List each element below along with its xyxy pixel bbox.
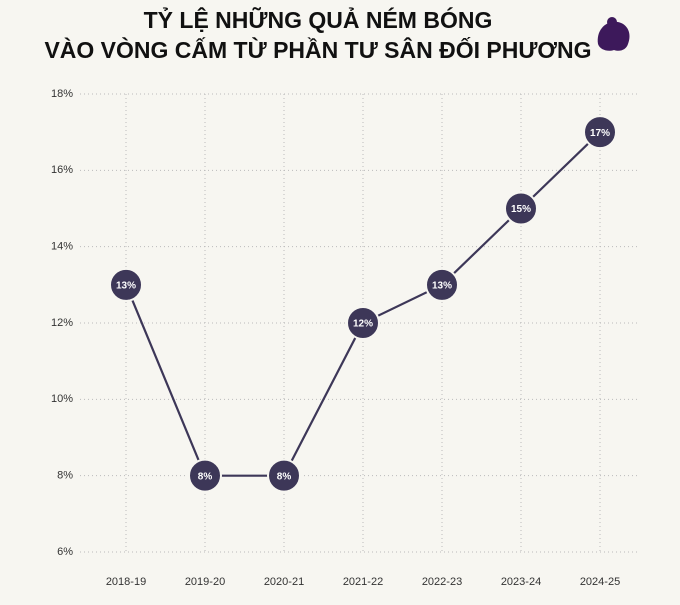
x-tick-label: 2020-21 xyxy=(264,576,304,588)
point xyxy=(267,458,301,493)
y-tick-label: 16% xyxy=(51,164,73,176)
chart-title: VÀO VÒNG CẤM TỪ PHẦN TƯ SÂN ĐỐI PHƯƠNG xyxy=(44,36,591,63)
y-tick-label: 8% xyxy=(57,470,73,482)
y-tick-label: 10% xyxy=(51,393,73,405)
point xyxy=(504,191,538,226)
x-tick-label: 2019-20 xyxy=(185,576,225,588)
value-label: 12% xyxy=(353,319,373,330)
point xyxy=(425,267,459,302)
x-tick-label: 2023-24 xyxy=(501,576,541,588)
value-label: 8% xyxy=(277,471,292,482)
point xyxy=(109,267,143,302)
logo-shape xyxy=(597,21,630,51)
value-label: 13% xyxy=(116,280,136,291)
y-tick-label: 12% xyxy=(51,317,73,329)
logo xyxy=(597,17,630,51)
x-tick-label: 2018-19 xyxy=(106,576,146,588)
value-label: 8% xyxy=(198,471,213,482)
y-tick-label: 18% xyxy=(51,88,73,100)
x-tick-label: 2024-25 xyxy=(580,576,620,588)
x-tick-label: 2021-22 xyxy=(343,576,383,588)
value-label: 17% xyxy=(590,128,610,139)
y-tick-label: 14% xyxy=(51,241,73,253)
value-label: 15% xyxy=(511,204,531,215)
logo-crown xyxy=(607,17,617,27)
x-tick-label: 2022-23 xyxy=(422,576,462,588)
point xyxy=(346,306,380,340)
chart-title: TỶ LỆ NHỮNG QUẢ NÉM BÓNG xyxy=(144,5,493,33)
y-tick-label: 6% xyxy=(57,546,73,558)
point xyxy=(583,115,617,150)
point xyxy=(188,458,222,493)
value-label: 13% xyxy=(432,280,452,291)
